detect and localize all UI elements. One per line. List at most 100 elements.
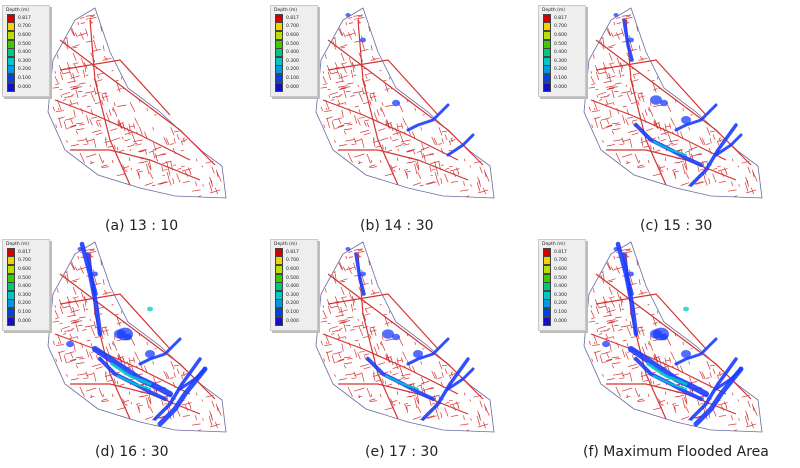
main-road (590, 333, 727, 395)
flood-area (413, 350, 423, 358)
legend-label: 0.400 (286, 50, 299, 56)
legend-row: 0.600 (539, 30, 585, 40)
legend-swatch (543, 282, 551, 292)
legend-label: 0.600 (18, 32, 31, 38)
legend-swatch (543, 82, 551, 92)
legend-swatch (543, 39, 551, 49)
legend-swatch (543, 264, 551, 274)
legend-row: 0.100 (3, 73, 49, 83)
flood-area (628, 37, 634, 43)
legend-swatch (7, 48, 15, 58)
deep-flood-area (110, 362, 152, 386)
flood-area (345, 247, 351, 251)
legend-label: 0.700 (18, 258, 31, 264)
caption-c: (c) 15 : 30 (640, 218, 713, 234)
legend-label: 0.600 (554, 266, 567, 272)
legend-swatch (275, 13, 283, 23)
legend-label: 0.300 (286, 292, 299, 298)
deep-flood-area (385, 375, 419, 390)
legend-label: 0.100 (286, 309, 299, 315)
flood-area (674, 103, 718, 132)
legend-row: 0.100 (539, 73, 585, 83)
flood-area (628, 271, 634, 277)
flood-area (613, 13, 619, 17)
main-road (327, 59, 439, 116)
main-road (89, 19, 131, 186)
legend-swatch (543, 22, 551, 32)
depth-legend: Depth (m) 0.817 0.700 0.600 0.500 0.400 0.300… (270, 5, 318, 97)
flood-area (714, 133, 743, 157)
legend-label: 0.600 (18, 266, 31, 272)
legend-swatch (7, 30, 15, 40)
legend-label: 0.500 (18, 41, 31, 47)
legend-row: 0.817 (3, 13, 49, 23)
main-road (59, 59, 171, 116)
depth-legend: Depth (m) 0.817 0.700 0.600 0.500 0.400 0.300… (2, 239, 50, 331)
flood-area (392, 333, 400, 341)
legend-swatch (275, 39, 283, 49)
legend-row: 0.100 (539, 307, 585, 317)
legend-row: 0.400 (539, 48, 585, 58)
deep-flood-area (117, 375, 151, 390)
main-road (338, 149, 469, 181)
panel-f: Depth (m) 0.817 0.700 0.600 0.500 0.400 0.300… (536, 234, 776, 439)
legend-swatch (275, 273, 283, 283)
main-road (327, 293, 439, 350)
legend-swatch (275, 65, 283, 75)
flood-area (117, 327, 133, 341)
main-road (70, 383, 201, 415)
legend-label: 0.000 (554, 84, 567, 90)
legend-row: 0.817 (539, 247, 585, 257)
legend-label: 0.000 (286, 318, 299, 324)
city-boundary (583, 7, 763, 199)
legend-swatch (543, 30, 551, 40)
main-road (357, 19, 399, 186)
legend-swatch (7, 73, 15, 83)
flood-area (360, 37, 366, 43)
legend-label: 0.500 (286, 275, 299, 281)
legend-swatch (543, 316, 551, 326)
flood-area (660, 99, 668, 107)
main-road (327, 273, 484, 400)
legend-row: 0.817 (539, 13, 585, 23)
legend-row: 0.200 (539, 299, 585, 309)
legend-row: 0.400 (271, 282, 317, 292)
legend-swatch (7, 65, 15, 75)
legend-swatch (275, 30, 283, 40)
legend-swatch (7, 256, 15, 266)
legend-swatch (275, 282, 283, 292)
legend-label: 0.817 (18, 249, 31, 255)
legend-row: 0.400 (3, 282, 49, 292)
legend-row: 0.700 (3, 22, 49, 32)
legend-row: 0.500 (539, 273, 585, 283)
legend-row: 0.700 (271, 256, 317, 266)
legend-swatch (7, 316, 15, 326)
panel-a: Depth (m) 0.817 0.700 0.600 0.500 0.400 0.300… (0, 0, 240, 205)
legend-row: 0.600 (3, 30, 49, 40)
legend-row: 0.500 (3, 39, 49, 49)
main-road (606, 149, 737, 181)
legend-label: 0.000 (554, 318, 567, 324)
caption-f: (f) Maximum Flooded Area (583, 444, 769, 460)
legend-swatch (7, 299, 15, 309)
legend-swatch (7, 282, 15, 292)
city-boundary (47, 7, 227, 199)
main-road (606, 383, 737, 415)
legend-title: Depth (m) (6, 8, 30, 13)
legend-title: Depth (m) (542, 8, 566, 13)
legend-title: Depth (m) (274, 242, 298, 247)
legend-swatch (543, 13, 551, 23)
flood-area (145, 350, 155, 358)
flood-area (406, 337, 450, 366)
legend-row: 0.200 (539, 65, 585, 75)
main-road (590, 99, 727, 161)
legend-label: 0.600 (286, 266, 299, 272)
flood-area (360, 271, 366, 277)
legend-label: 0.000 (18, 84, 31, 90)
legend-swatch (275, 264, 283, 274)
legend-label: 0.700 (554, 24, 567, 30)
flood-map (583, 241, 763, 433)
main-road (595, 59, 707, 116)
legend-row: 0.000 (3, 316, 49, 326)
legend-swatch (275, 299, 283, 309)
